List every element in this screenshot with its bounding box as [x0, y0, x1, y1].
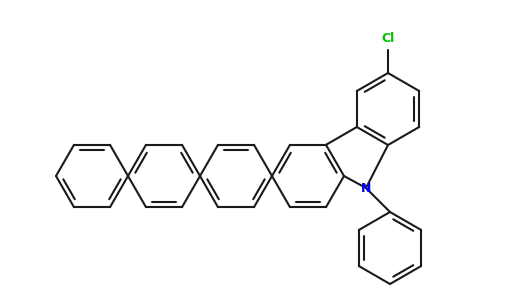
Text: Cl: Cl: [381, 32, 395, 45]
Text: N: N: [361, 181, 371, 195]
